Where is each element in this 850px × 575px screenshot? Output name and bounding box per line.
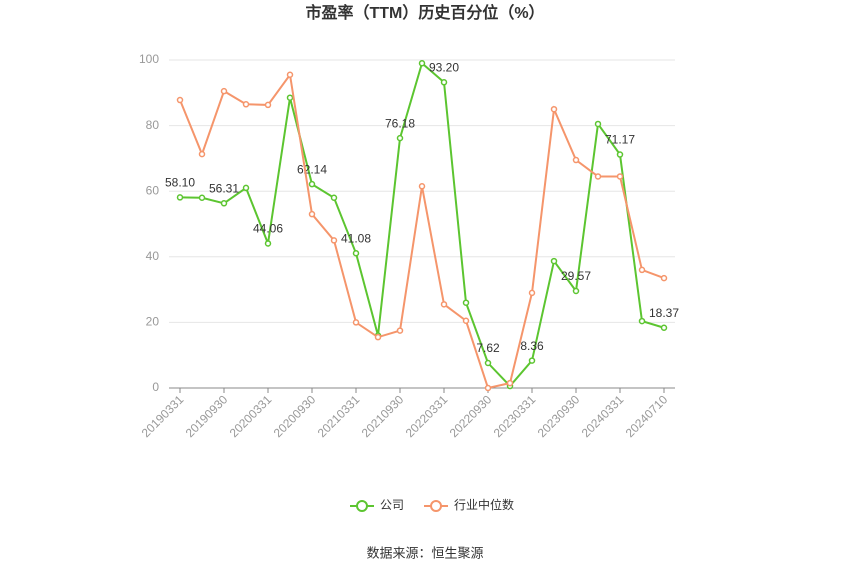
y-tick-label: 40 <box>146 249 160 263</box>
point <box>396 134 404 142</box>
point <box>572 287 580 295</box>
data-label: 29.57 <box>561 269 591 283</box>
point <box>616 151 624 158</box>
x-tick-label: 20190930 <box>183 392 231 440</box>
point <box>308 210 316 218</box>
point <box>462 299 470 306</box>
point <box>330 194 338 202</box>
x-tick-label: 20200331 <box>227 392 275 440</box>
x-tick-label: 20240331 <box>579 392 627 440</box>
data-label: 7.62 <box>476 341 500 355</box>
legend-marker <box>430 500 443 512</box>
point <box>264 240 272 247</box>
point <box>572 156 580 164</box>
point <box>198 194 206 202</box>
point <box>220 87 228 95</box>
x-tick-label: 20190331 <box>139 392 187 440</box>
point <box>374 333 382 341</box>
point <box>198 150 206 158</box>
data-label: 58.10 <box>165 176 195 190</box>
point <box>352 319 360 326</box>
legend-label: 公司 <box>380 498 404 512</box>
data-label: 93.20 <box>429 60 459 74</box>
point <box>242 101 250 108</box>
point <box>220 200 228 207</box>
point <box>176 96 184 104</box>
point <box>660 274 668 282</box>
source: 数据来源：恒生聚源 <box>366 545 483 560</box>
point <box>440 79 448 86</box>
data-label: 18.37 <box>649 306 679 320</box>
point <box>638 317 646 325</box>
chart-title: 市盈率（TTM）历史百分位（%） <box>305 3 544 22</box>
point <box>308 180 316 188</box>
point <box>242 184 250 192</box>
point <box>286 94 294 101</box>
point <box>528 357 536 364</box>
point <box>484 384 492 392</box>
point <box>506 379 514 387</box>
point <box>440 301 448 308</box>
x-tick-label: 20240710 <box>623 392 671 440</box>
y-tick-label: 0 <box>152 380 159 394</box>
legend-label: 行业中位数 <box>454 497 514 512</box>
data-label: 41.08 <box>341 231 371 245</box>
point <box>638 266 646 274</box>
point <box>418 60 426 67</box>
legend-marker <box>356 500 368 512</box>
data-label: 8.36 <box>520 339 544 353</box>
point <box>396 327 404 334</box>
data-label: 71.17 <box>605 133 635 147</box>
y-tick-label: 20 <box>146 315 160 329</box>
data-label: 76.18 <box>385 116 415 130</box>
y-tick-label: 60 <box>146 183 160 197</box>
point <box>264 101 272 109</box>
point <box>352 250 360 257</box>
point <box>594 120 602 128</box>
y-tick-label: 80 <box>146 118 160 132</box>
data-label: 62.14 <box>297 162 327 176</box>
point <box>616 173 624 180</box>
data-label: 44.06 <box>253 222 283 236</box>
point <box>660 324 668 331</box>
point <box>462 317 470 325</box>
x-tick-label: 20230331 <box>491 392 539 440</box>
x-tick-label: 20220930 <box>447 392 495 440</box>
x-tick-label: 20200930 <box>271 392 319 440</box>
point <box>528 289 536 297</box>
point <box>286 71 294 79</box>
point <box>550 105 558 113</box>
data-label: 56.31 <box>209 181 239 195</box>
x-tick-label: 20220331 <box>403 392 451 440</box>
point <box>176 194 184 201</box>
point <box>594 173 602 180</box>
point <box>418 183 426 190</box>
point <box>330 237 338 244</box>
point <box>484 359 492 367</box>
x-tick-label: 20210930 <box>359 392 407 440</box>
y-tick-label: 100 <box>139 52 159 66</box>
x-tick-label: 20230930 <box>535 392 583 440</box>
x-tick-label: 20210331 <box>315 392 363 440</box>
point <box>550 257 558 265</box>
